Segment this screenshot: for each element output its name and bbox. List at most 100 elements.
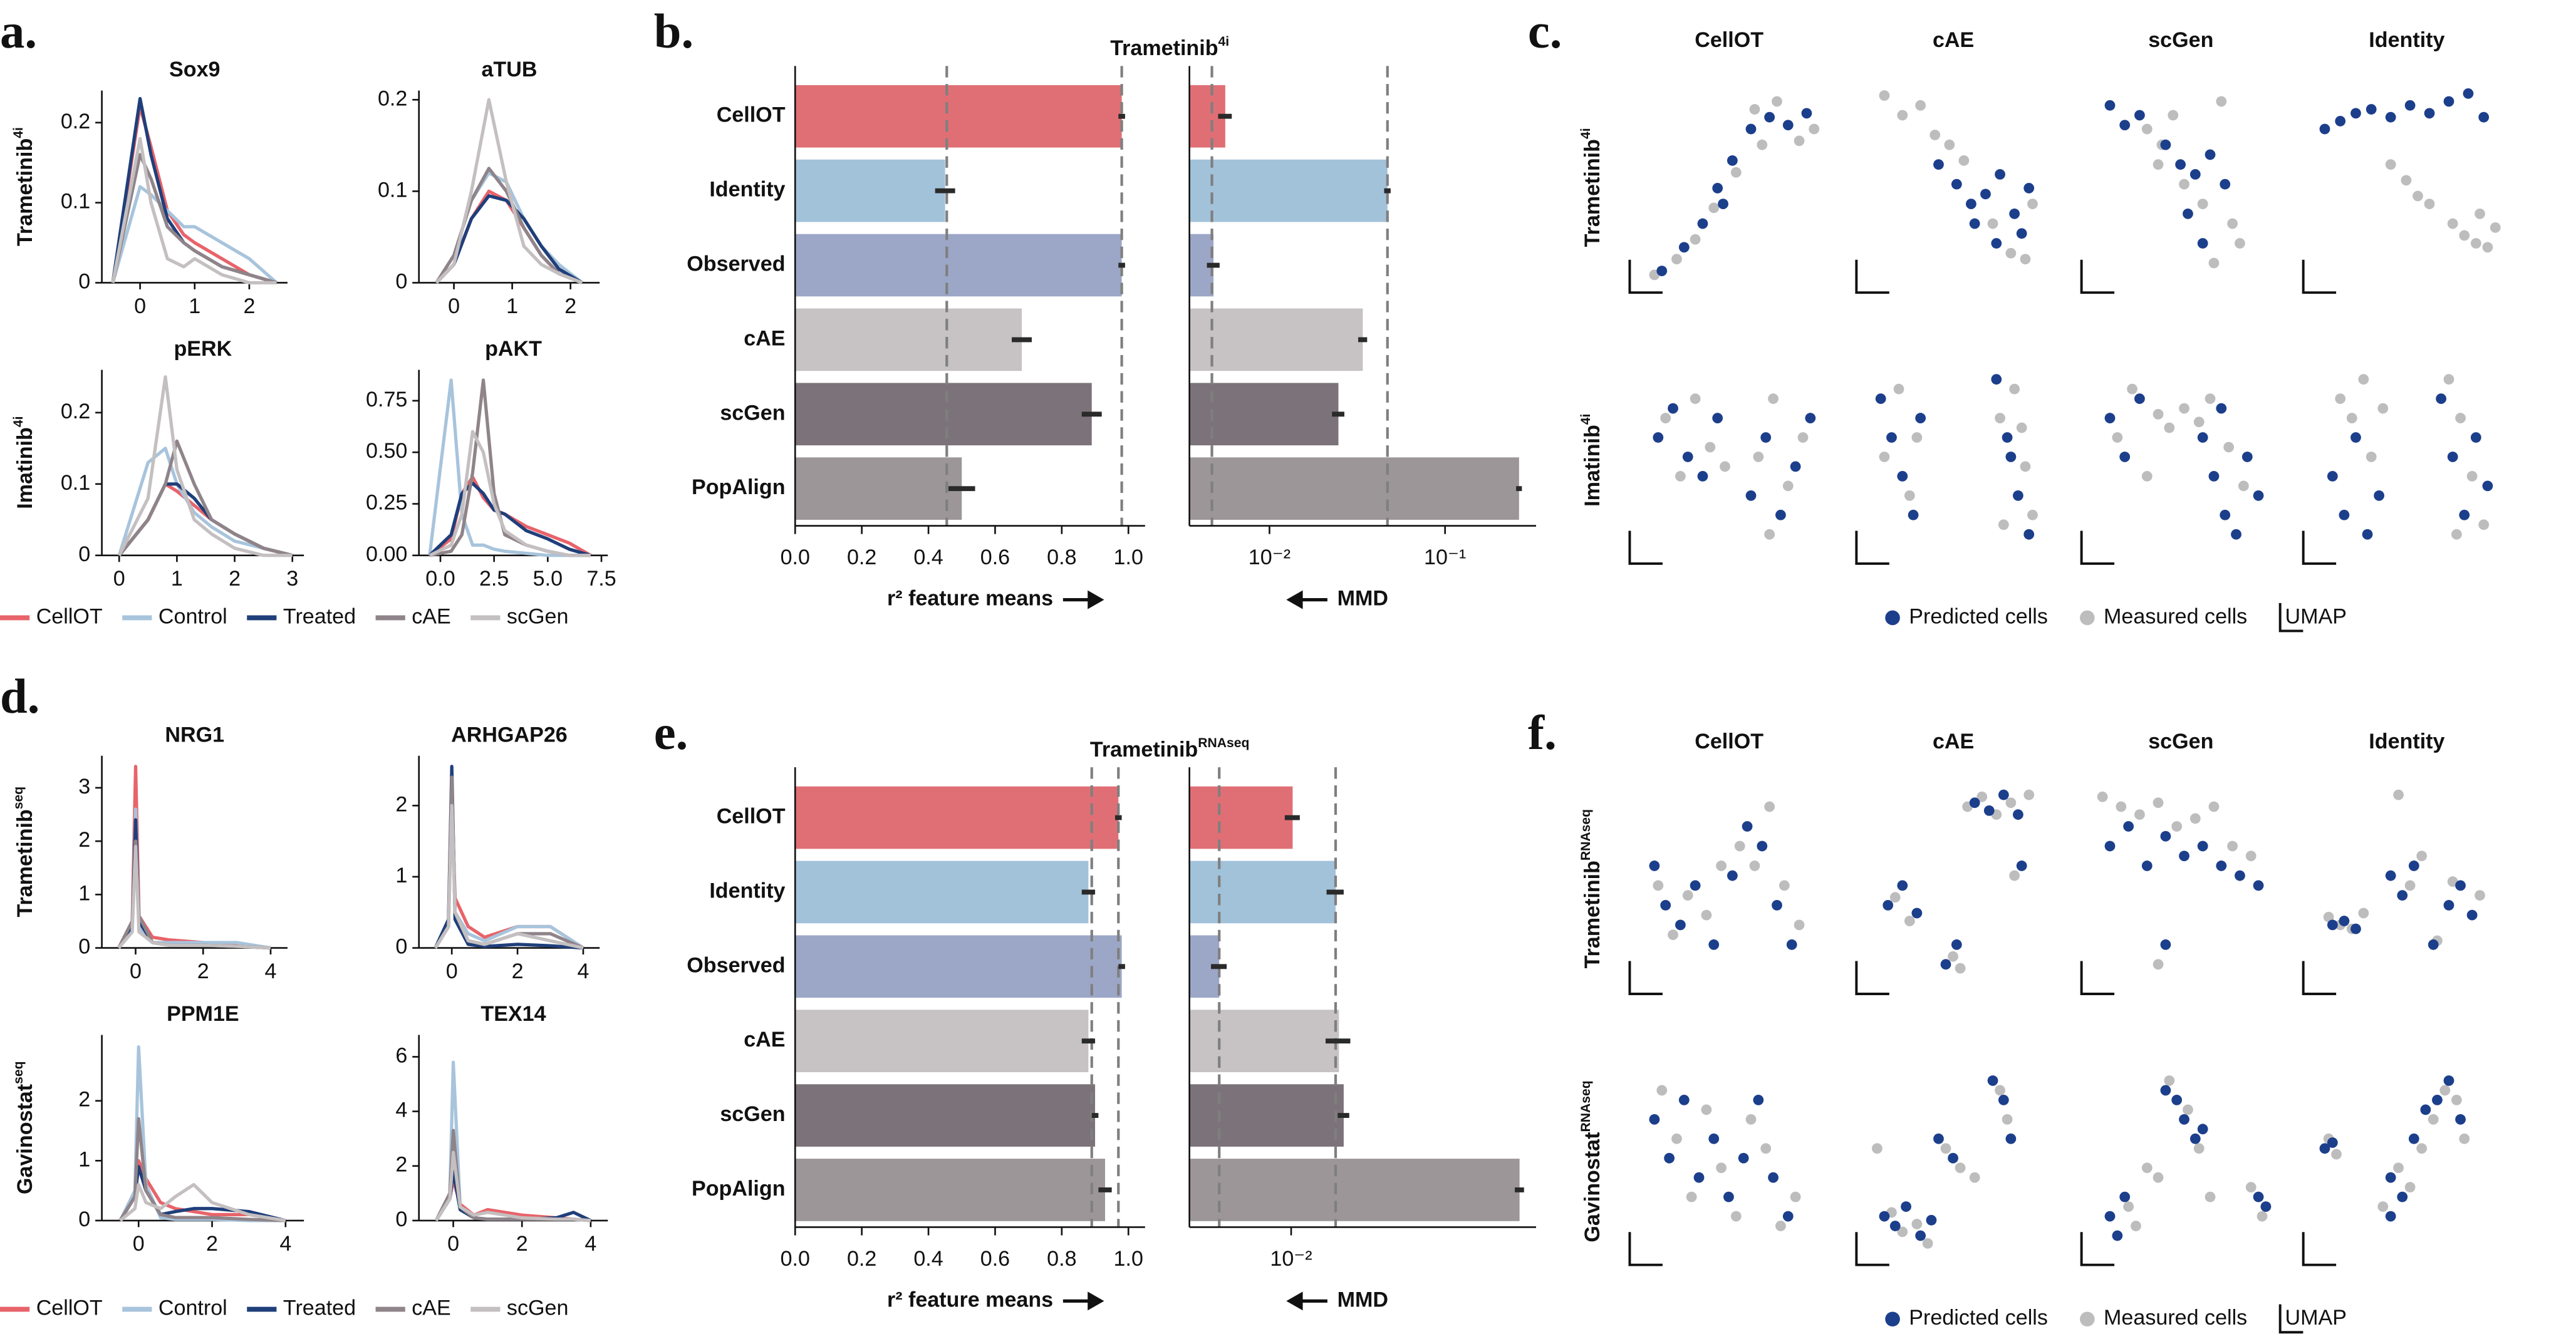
cell-point — [1656, 266, 1668, 276]
y-tick-label: 2 — [395, 792, 407, 816]
cell-point — [2227, 218, 2238, 229]
y-tick-label: 0.1 — [61, 190, 90, 214]
cell-point — [1742, 821, 1753, 832]
cell-point — [1716, 861, 1727, 871]
cell-point — [1987, 218, 1998, 229]
cell-point — [1940, 1143, 1951, 1154]
cell-point — [2220, 178, 2231, 190]
density-line — [118, 439, 293, 557]
legend-label: Treated — [283, 1296, 356, 1320]
y-tick-label: 3 — [78, 775, 90, 799]
x-tick-label: 2 — [512, 959, 524, 983]
cell-point — [1745, 490, 1757, 501]
row-label-main: Gavinostat — [13, 1084, 37, 1194]
y-tick-label: 0.75 — [366, 388, 407, 411]
x-tick-label: 0.2 — [847, 1247, 876, 1271]
cell-point — [1772, 96, 1782, 107]
cell-point — [1757, 139, 1768, 150]
cell-point — [2385, 1211, 2396, 1222]
cell-point — [1911, 907, 1923, 919]
cell-point — [1879, 452, 1890, 462]
x-axis-label: r² feature means — [887, 587, 1053, 611]
cell-point — [1753, 1095, 1764, 1105]
cell-point — [1649, 1114, 1660, 1125]
cell-point — [1656, 1085, 1668, 1096]
x-tick-label: 1.0 — [1114, 1247, 1143, 1271]
cell-point — [2153, 959, 2164, 970]
cell-point — [1782, 120, 1794, 131]
y-tick-label: 0 — [395, 269, 407, 293]
cell-point — [2160, 939, 2171, 950]
chart-title: Trametinib4i — [1110, 34, 1229, 60]
cell-point — [2358, 907, 2369, 919]
cell-point — [2447, 876, 2458, 887]
cell-point — [2009, 208, 2020, 219]
legend-label: cAE — [412, 604, 451, 628]
x-tick-label: 2.5 — [479, 567, 509, 591]
cell-point — [1671, 254, 1682, 265]
cell-point — [1653, 432, 1664, 443]
bar — [795, 159, 945, 222]
cell-point — [1730, 1211, 1742, 1222]
cell-point — [2470, 432, 2481, 443]
cell-point — [1760, 1143, 1772, 1154]
legend-marker — [1885, 610, 1900, 626]
cell-point — [1951, 939, 1962, 950]
cell-point — [2397, 890, 2408, 901]
row-label: Trametinib4i — [11, 127, 37, 246]
cell-point — [1915, 413, 1926, 423]
subplot-title: TEX14 — [480, 1002, 546, 1026]
cell-point — [2424, 199, 2435, 209]
legend-label: Measured cells — [2104, 604, 2247, 628]
cell-point — [2023, 529, 2035, 540]
cell-point — [2327, 1137, 2338, 1148]
cell-point — [1720, 461, 1730, 472]
cell-point — [1991, 238, 2002, 249]
umap-scale-bar — [2302, 1232, 2337, 1266]
cell-point — [2404, 100, 2416, 111]
y-tick-label: 0 — [395, 935, 407, 959]
cell-point — [1872, 1143, 1883, 1154]
subplot-title: PPM1E — [167, 1002, 239, 1026]
cell-point — [1649, 861, 1660, 871]
cell-point — [2153, 408, 2164, 420]
cell-point — [1908, 509, 1919, 520]
cell-point — [2164, 422, 2175, 433]
cell-point — [1693, 1172, 1705, 1183]
y-tick-label: 0 — [395, 1207, 407, 1231]
cell-point — [2134, 809, 2145, 820]
subplot-title: aTUB — [481, 58, 537, 81]
cell-point — [2350, 108, 2361, 119]
cell-point — [2216, 96, 2227, 107]
legend-umap-icon — [2278, 1304, 2303, 1334]
legend-label: Control — [158, 604, 227, 628]
cell-point — [2097, 791, 2108, 802]
row-label-sup: seq — [11, 1061, 26, 1083]
y-tick-label: 2 — [395, 1153, 407, 1177]
bar — [1189, 861, 1336, 924]
density-line — [434, 1150, 591, 1223]
cell-point — [1760, 432, 1772, 443]
x-tick-label: 0.8 — [1047, 545, 1076, 569]
chart-title-sup: 4i — [1218, 34, 1230, 49]
cell-point — [2016, 422, 2027, 433]
umap-scale-bar — [2080, 1232, 2115, 1266]
umap-scale-bar — [2302, 530, 2337, 565]
cell-point — [1678, 1095, 1690, 1105]
x-tick-label: 10⁻² — [1270, 1247, 1312, 1271]
cell-point — [1969, 797, 1980, 809]
umap-scale-bar — [2080, 259, 2115, 294]
cell-point — [2164, 1075, 2175, 1086]
cell-point — [1794, 919, 1805, 931]
panel-label: a. — [0, 4, 37, 59]
cell-point — [1753, 452, 1764, 462]
cell-point — [2350, 923, 2361, 934]
cell-point — [1675, 919, 1686, 931]
cell-point — [2179, 403, 2189, 414]
cell-point — [2331, 1149, 2342, 1160]
cell-point — [1697, 471, 1708, 482]
bar — [1189, 1010, 1339, 1073]
subplot-title: NRG1 — [165, 723, 224, 747]
cell-point — [2123, 1201, 2134, 1212]
cell-point — [2205, 393, 2216, 405]
